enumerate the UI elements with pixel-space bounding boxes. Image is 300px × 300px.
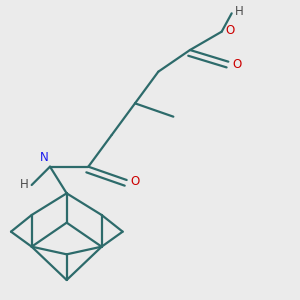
- Text: N: N: [40, 151, 48, 164]
- Text: H: H: [20, 178, 29, 191]
- Text: H: H: [235, 5, 244, 18]
- Text: O: O: [131, 175, 140, 188]
- Text: O: O: [232, 58, 242, 71]
- Text: O: O: [226, 23, 235, 37]
